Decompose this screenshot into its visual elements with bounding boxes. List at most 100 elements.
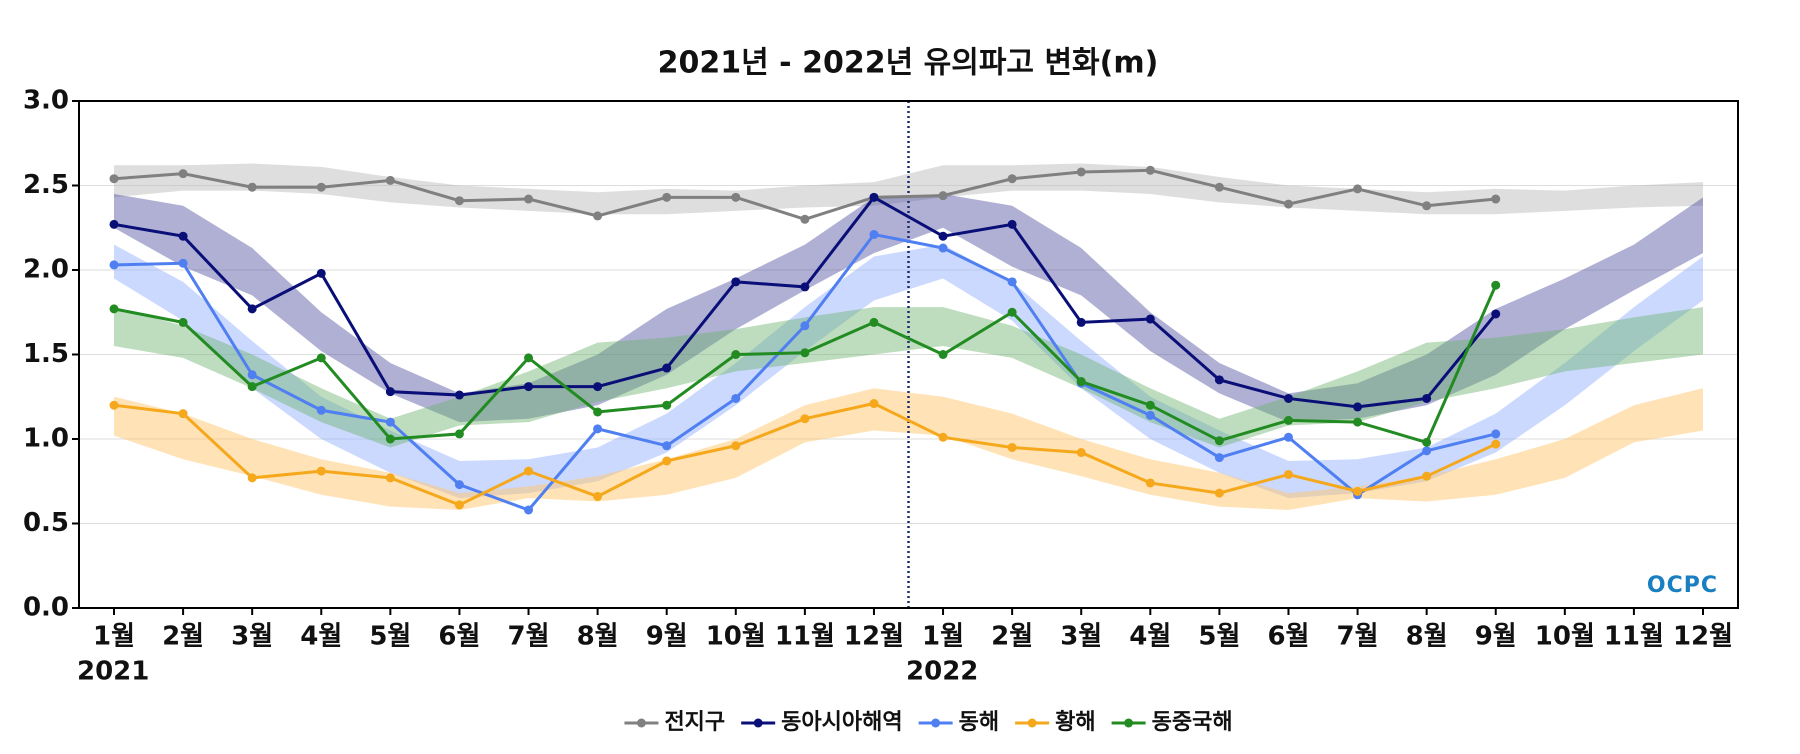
data-point	[731, 192, 741, 202]
data-point	[109, 219, 119, 229]
data-point	[1007, 277, 1017, 287]
data-point	[316, 268, 326, 278]
data-point	[938, 432, 948, 442]
legend-item: 동아시아해역	[741, 710, 903, 735]
y-tick-label: 1.0	[23, 424, 69, 454]
data-point	[316, 466, 326, 476]
x-tick-label: 5월	[1198, 622, 1240, 652]
data-point	[454, 390, 464, 400]
data-point	[1353, 486, 1363, 496]
legend-marker	[636, 718, 646, 728]
data-point	[731, 393, 741, 403]
x-tick-label: 4월	[1129, 622, 1171, 652]
data-point	[524, 505, 534, 515]
x-tick-label: 2월	[162, 622, 204, 652]
data-point	[1145, 165, 1155, 175]
data-point	[524, 466, 534, 476]
data-point	[247, 304, 257, 314]
data-point	[1353, 402, 1363, 412]
data-point	[385, 387, 395, 397]
data-point	[1214, 488, 1224, 498]
data-point	[454, 196, 464, 206]
data-point	[1353, 417, 1363, 427]
data-point	[731, 441, 741, 451]
data-point	[662, 363, 672, 373]
data-point	[316, 182, 326, 192]
data-point	[1491, 280, 1501, 290]
data-point	[385, 434, 395, 444]
data-point	[247, 382, 257, 392]
x-tick-label: 4월	[300, 622, 342, 652]
data-point	[1422, 393, 1432, 403]
data-point	[1214, 453, 1224, 463]
x-tick-label: 10월	[706, 622, 766, 652]
x-tick-label: 7월	[1337, 622, 1379, 652]
x-tick-label: 1월	[93, 622, 135, 652]
data-point	[662, 441, 672, 451]
data-point	[869, 192, 879, 202]
legend-marker	[1124, 718, 1134, 728]
data-point	[178, 169, 188, 179]
data-point	[662, 400, 672, 410]
y-tick-label: 1.5	[23, 339, 69, 369]
data-point	[1007, 442, 1017, 452]
data-point	[1283, 469, 1293, 479]
data-point	[938, 191, 948, 201]
data-point	[1491, 309, 1501, 319]
data-point	[109, 400, 119, 410]
data-point	[385, 417, 395, 427]
data-point	[1007, 174, 1017, 184]
data-point	[938, 350, 948, 359]
legend-label: 동중국해	[1152, 710, 1233, 735]
data-point	[385, 175, 395, 185]
data-point	[800, 214, 810, 224]
data-point	[1076, 167, 1086, 177]
legend-label: 동해	[959, 710, 999, 735]
y-tick-label: 3.0	[23, 86, 69, 116]
y-tick-label: 0.0	[23, 593, 69, 623]
data-point	[178, 258, 188, 268]
data-point	[316, 353, 326, 363]
data-point	[454, 480, 464, 490]
data-point	[593, 491, 603, 501]
data-point	[1007, 307, 1017, 317]
x-tick-label: 9월	[1475, 622, 1517, 652]
logo: OCPC	[1647, 573, 1718, 598]
data-point	[316, 405, 326, 415]
data-point	[593, 382, 603, 392]
data-point	[1007, 219, 1017, 229]
series-line	[113, 195, 1497, 409]
x-tick-label: 9월	[646, 622, 688, 652]
x-tick-label: 7월	[508, 622, 550, 652]
data-point	[178, 231, 188, 241]
data-point	[1491, 429, 1501, 439]
legend: 전지구 동아시아해역 동해 황해 동중국해	[624, 710, 1233, 735]
data-point	[524, 382, 534, 392]
data-point	[1145, 400, 1155, 410]
data-point	[731, 277, 741, 287]
legend-label: 동아시아해역	[781, 710, 902, 735]
data-point	[1422, 446, 1432, 456]
data-point	[593, 407, 603, 417]
data-point	[178, 409, 188, 419]
data-point	[1076, 448, 1086, 458]
x-tick-label: 5월	[369, 622, 411, 652]
data-point	[1283, 393, 1293, 403]
data-point	[247, 473, 257, 483]
y-tick-label: 2.5	[23, 170, 69, 200]
data-point	[109, 304, 119, 314]
chart-title: 2021년 - 2022년 유의파고 변화(m)	[658, 46, 1159, 81]
data-point	[869, 317, 879, 327]
data-point	[593, 211, 603, 221]
legend-marker	[753, 718, 763, 728]
data-point	[109, 174, 119, 184]
data-point	[1422, 471, 1432, 481]
data-point	[1491, 194, 1501, 204]
legend-item: 동중국해	[1111, 710, 1233, 735]
x-tick-label: 1월	[922, 622, 964, 652]
year-label: 2022	[906, 657, 978, 687]
data-point	[731, 350, 741, 359]
data-point	[1145, 478, 1155, 488]
data-point	[800, 414, 810, 424]
